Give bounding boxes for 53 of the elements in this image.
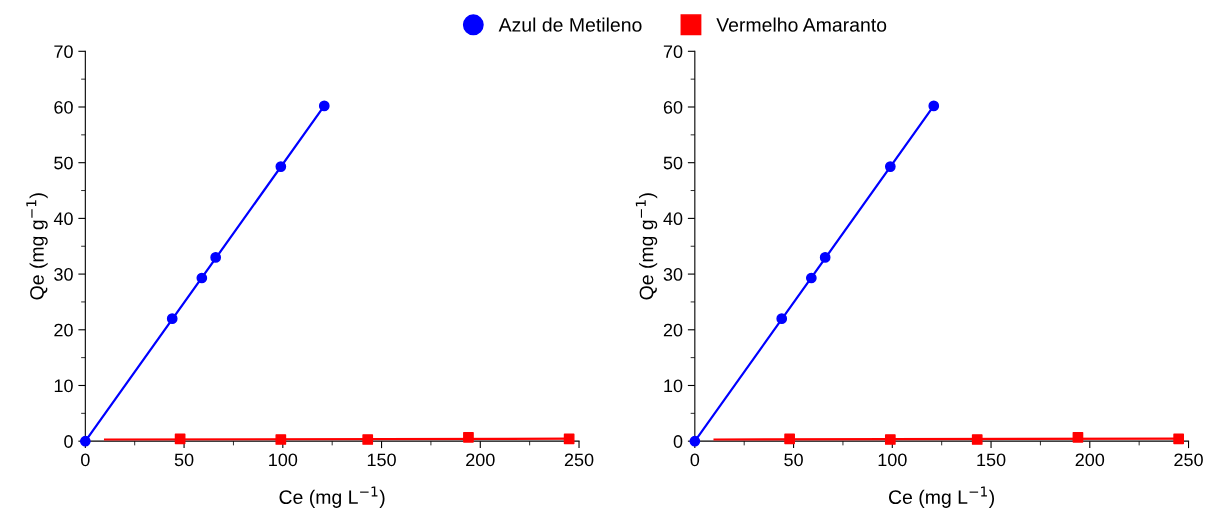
point bbox=[784, 433, 795, 445]
point bbox=[776, 313, 788, 324]
x-tick-label: 50 bbox=[174, 453, 194, 467]
x-tick-label: 0 bbox=[81, 453, 90, 467]
y-tick-label: 30 bbox=[54, 268, 73, 281]
y-tick-label: 30 bbox=[663, 268, 683, 281]
y-tick-label: 0 bbox=[64, 435, 73, 448]
x-tick-label: 0 bbox=[690, 453, 700, 467]
y-axis-title: Qe (mg g$^{−1}$) bbox=[26, 193, 48, 300]
y-axis-title: Qe (mg g$^{−1}$) bbox=[635, 193, 658, 300]
point bbox=[362, 434, 374, 445]
y-tick-label: 50 bbox=[54, 156, 73, 170]
point bbox=[275, 434, 287, 445]
y-tick-label: 0 bbox=[673, 435, 683, 448]
y-tick-label: 50 bbox=[663, 156, 683, 170]
x-tick-label: 250 bbox=[564, 453, 594, 467]
y-tick-label: 40 bbox=[53, 212, 73, 226]
legend-label: Azul de Metileno bbox=[498, 17, 642, 32]
x-tick-label: 200 bbox=[466, 453, 495, 467]
point bbox=[884, 434, 896, 445]
x-tick-label: 200 bbox=[1075, 453, 1105, 467]
point bbox=[275, 161, 287, 172]
y-tick-label: 20 bbox=[663, 323, 683, 337]
point bbox=[1072, 431, 1084, 443]
point bbox=[928, 100, 940, 112]
point bbox=[318, 100, 330, 112]
point bbox=[805, 272, 817, 284]
x-tick-label: 150 bbox=[977, 453, 1006, 467]
point bbox=[971, 434, 983, 445]
x-axis-title: Ce (mg L$^{−1}$) bbox=[279, 486, 385, 508]
x-axis-title: Ce (mg L$^{−1}$) bbox=[889, 486, 995, 508]
y-tick-label: 70 bbox=[663, 45, 683, 59]
y-tick-label: 60 bbox=[54, 100, 73, 114]
x-tick-label: 150 bbox=[367, 453, 396, 467]
y-tick-label: 20 bbox=[54, 323, 73, 337]
y-tick-label: 10 bbox=[54, 379, 73, 393]
x-tick-label: 50 bbox=[784, 453, 803, 467]
legend-label: Vermelho Amaranto bbox=[716, 17, 887, 32]
y-tick-label: 70 bbox=[54, 45, 73, 59]
point bbox=[819, 252, 831, 263]
point bbox=[166, 313, 178, 324]
y-tick-label: 40 bbox=[663, 212, 683, 226]
point bbox=[210, 252, 222, 263]
x-tick-label: 250 bbox=[1174, 453, 1203, 467]
point bbox=[463, 431, 474, 443]
point bbox=[196, 272, 208, 284]
x-tick-label: 100 bbox=[878, 453, 907, 467]
point bbox=[563, 433, 575, 445]
point bbox=[1173, 433, 1185, 445]
y-tick-label: 10 bbox=[664, 379, 683, 393]
point bbox=[884, 161, 896, 172]
x-tick-label: 100 bbox=[269, 453, 298, 467]
y-tick-label: 60 bbox=[663, 100, 683, 114]
